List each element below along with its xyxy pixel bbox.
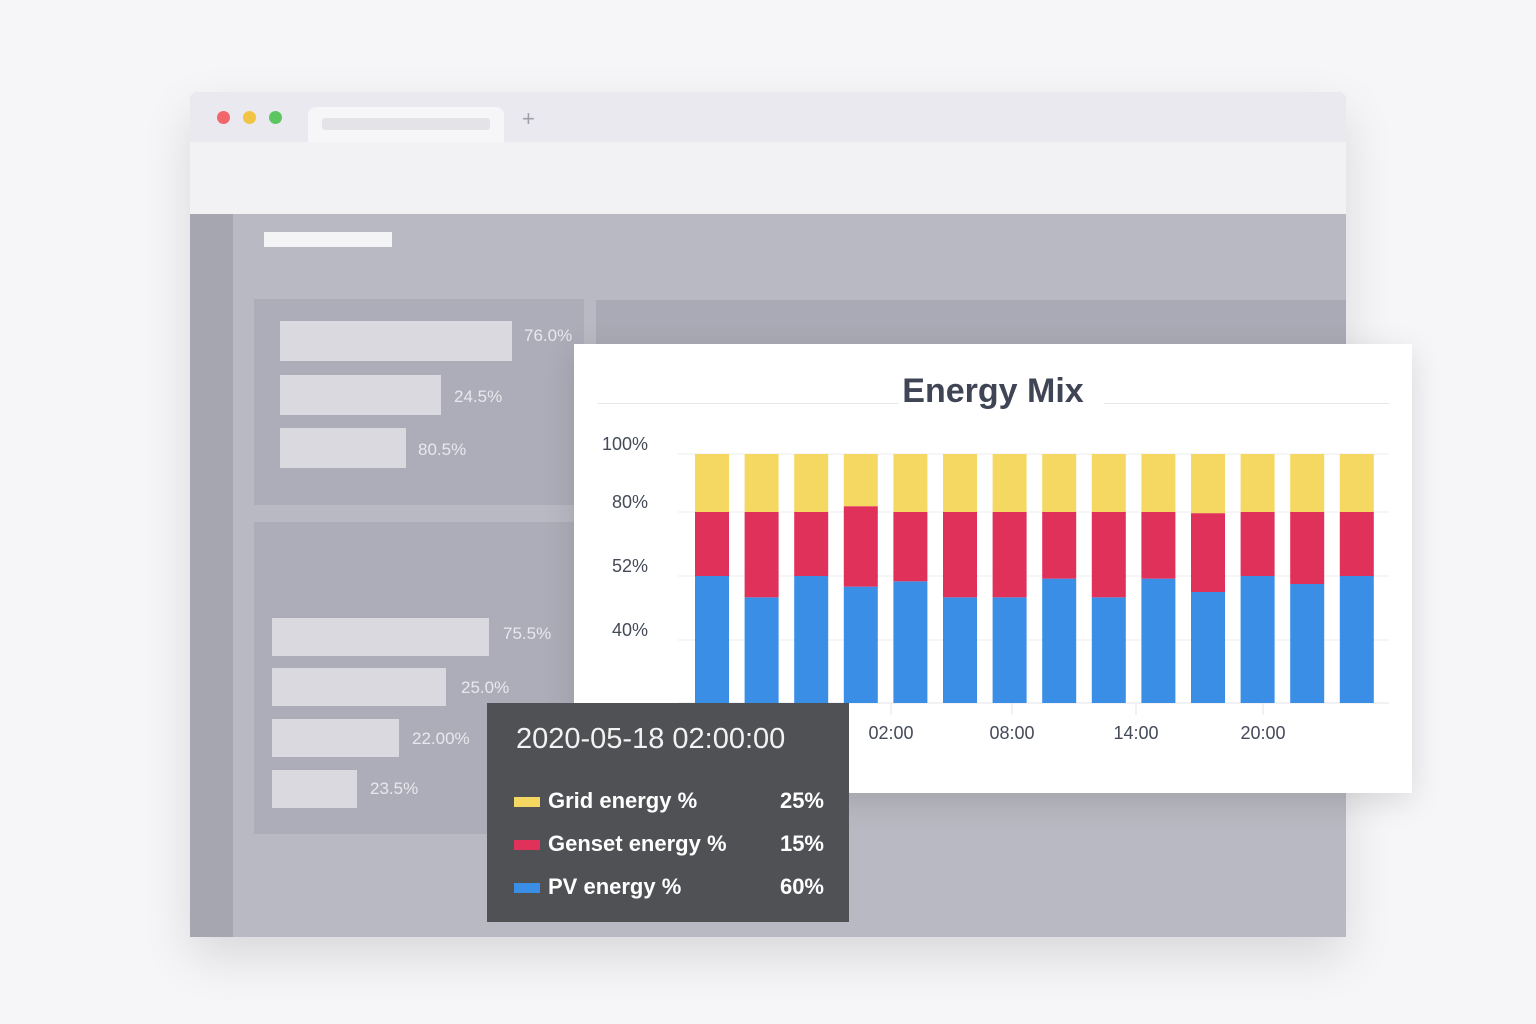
maximize-window-button[interactable] <box>269 111 282 124</box>
bar-segment-genset[interactable] <box>794 512 829 576</box>
x-tick-label: 08:00 <box>989 723 1035 743</box>
stat-label: 80.5% <box>418 440 467 459</box>
tooltip-row-pv: PV energy % 60% <box>514 874 824 904</box>
stat-bar <box>280 321 512 361</box>
bar-segment-pv[interactable] <box>1240 576 1275 703</box>
bar-segment-pv[interactable] <box>1091 597 1126 703</box>
stat-bar <box>272 719 399 757</box>
bar-segment-pv[interactable] <box>893 581 928 703</box>
stat-label: 24.5% <box>454 387 503 406</box>
new-tab-button[interactable]: + <box>522 106 535 131</box>
bar-segment-genset[interactable] <box>943 512 977 598</box>
bar-segment-genset[interactable] <box>1141 512 1176 579</box>
stat-bar <box>272 668 446 706</box>
stat-label: 76.0% <box>524 326 573 345</box>
x-tick-label: 20:00 <box>1240 723 1286 743</box>
bar-segment-pv[interactable] <box>744 597 779 703</box>
x-tick-label: 02:00 <box>868 723 914 743</box>
tab-title-placeholder <box>322 118 490 130</box>
chart-title: Energy Mix <box>902 372 1084 410</box>
tooltip-value: 25% <box>779 788 824 813</box>
bar-segment-pv[interactable] <box>1290 584 1325 703</box>
close-window-button[interactable] <box>217 111 230 124</box>
tooltip-label: PV energy % <box>548 874 682 899</box>
pv-swatch <box>514 883 540 894</box>
tooltip-row-grid: Grid energy % 25% <box>514 788 824 818</box>
bar-segment-genset[interactable] <box>1339 512 1374 576</box>
title-divider <box>598 403 898 404</box>
bar-segment-genset[interactable] <box>992 512 1027 598</box>
grid-swatch <box>514 797 540 808</box>
bar-segment-genset[interactable] <box>843 506 878 587</box>
genset-swatch <box>514 840 540 851</box>
tooltip-label: Grid energy % <box>548 788 698 813</box>
y-tick-label: 100% <box>601 434 648 454</box>
stat-bar <box>272 618 489 656</box>
bar-segment-grid[interactable] <box>794 454 829 512</box>
stat-bar <box>280 428 406 468</box>
stat-label: 75.5% <box>503 624 552 643</box>
stat-label: 25.0% <box>461 678 510 697</box>
tooltip-label: Genset energy % <box>548 831 727 856</box>
bar-segment-pv[interactable] <box>943 597 977 703</box>
tooltip-value: 15% <box>779 831 824 856</box>
bar-segment-pv[interactable] <box>992 597 1027 703</box>
title-divider <box>1104 403 1389 404</box>
y-tick-label: 80% <box>611 492 648 512</box>
bar-segment-grid[interactable] <box>893 454 928 512</box>
bar-segment-pv[interactable] <box>695 576 729 703</box>
stat-bar <box>280 375 441 415</box>
chart-plot[interactable] <box>574 344 1412 793</box>
bar-segment-grid[interactable] <box>695 454 729 512</box>
tooltip-row-genset: Genset energy % 15% <box>514 831 824 861</box>
tab-bar: + <box>190 92 1346 142</box>
bar-segment-genset[interactable] <box>695 512 729 576</box>
sidebar <box>190 214 233 937</box>
stat-label: 22.00% <box>412 729 470 748</box>
x-tick-label: 14:00 <box>1113 723 1159 743</box>
y-tick-label: 52% <box>611 556 648 576</box>
bar-segment-grid[interactable] <box>1091 454 1126 512</box>
bar-segment-grid[interactable] <box>1191 454 1225 514</box>
bar-segment-grid[interactable] <box>1141 454 1176 512</box>
address-bar-area <box>190 142 1346 214</box>
stat-bar <box>272 770 357 808</box>
bar-segment-grid[interactable] <box>744 454 779 512</box>
bar-segment-genset[interactable] <box>1290 512 1325 584</box>
bar-segment-genset[interactable] <box>1191 513 1225 592</box>
bar-segment-genset[interactable] <box>744 512 779 598</box>
chart-panel-header <box>596 300 1346 344</box>
bar-segment-genset[interactable] <box>1042 512 1077 579</box>
top-stats-panel: 76.0% 24.5% 80.5% <box>254 299 584 505</box>
stat-label: 23.5% <box>370 779 419 798</box>
page-header-placeholder <box>264 232 392 247</box>
y-tick-label: 40% <box>611 620 648 640</box>
bar-segment-grid[interactable] <box>843 454 878 507</box>
browser-tab[interactable] <box>308 107 504 142</box>
bar-segment-grid[interactable] <box>1339 454 1374 512</box>
tooltip-value: 60% <box>779 874 824 899</box>
bar-segment-pv[interactable] <box>1191 592 1225 703</box>
bar-segment-pv[interactable] <box>1339 576 1374 703</box>
bar-segment-genset[interactable] <box>893 512 928 582</box>
bar-segment-pv[interactable] <box>794 576 829 703</box>
bar-segment-genset[interactable] <box>1091 512 1126 598</box>
bar-segment-grid[interactable] <box>1240 454 1275 512</box>
bar-segment-grid[interactable] <box>1042 454 1077 512</box>
bar-segment-pv[interactable] <box>843 586 878 703</box>
bar-segment-grid[interactable] <box>992 454 1027 512</box>
bar-segment-grid[interactable] <box>943 454 977 512</box>
bar-segment-pv[interactable] <box>1042 578 1077 703</box>
minimize-window-button[interactable] <box>243 111 256 124</box>
tooltip-timestamp: 2020-05-18 02:00:00 <box>516 723 786 755</box>
bar-segment-grid[interactable] <box>1290 454 1325 512</box>
energy-mix-chart-card: Energy Mix 100% 80% 52% 40% 02:00 08:00 14:00… <box>574 344 1412 793</box>
chart-tooltip: 2020-05-18 02:00:00 Grid energy % 25% Gen… <box>487 703 849 922</box>
bar-segment-pv[interactable] <box>1141 578 1176 703</box>
bar-segment-genset[interactable] <box>1240 512 1275 576</box>
